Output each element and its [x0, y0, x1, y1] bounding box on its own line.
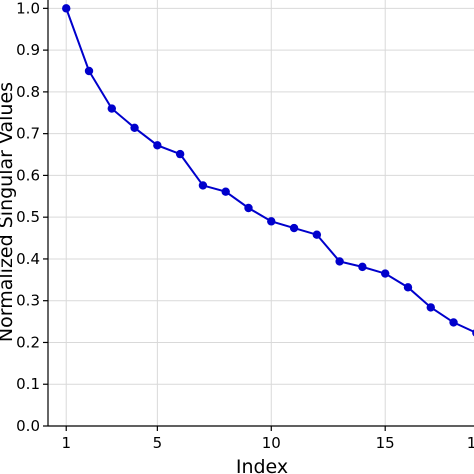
data-point: [267, 217, 276, 226]
data-point: [289, 223, 299, 233]
data-point: [426, 303, 435, 312]
data-point: [358, 262, 367, 272]
ticks: 0.00.10.20.30.40.50.60.70.80.91.01 5 10 15 1…: [16, 0, 474, 452]
data-point: [107, 104, 116, 113]
y-tick-label: 0.1: [16, 375, 40, 393]
series: [62, 4, 474, 337]
data-point: [312, 230, 322, 239]
data-point: [335, 257, 344, 266]
y-tick-label: 0.0: [16, 417, 40, 435]
x-tick-label: 19: [467, 434, 474, 452]
data-point: [380, 269, 390, 278]
data-point: [84, 66, 94, 76]
data-point: [198, 181, 208, 190]
y-tick-label: 0.3: [16, 292, 40, 310]
series-line: [65, 8, 474, 333]
axes: [47, 0, 474, 427]
data-point: [244, 203, 253, 213]
y-tick-label: 0.8: [16, 83, 40, 101]
y-tick-label: 0.9: [16, 41, 40, 59]
data-point: [62, 4, 71, 13]
y-tick-label: 0.6: [16, 166, 40, 184]
y-tick-label: 1.0: [16, 0, 40, 17]
x-tick-label: 5: [153, 434, 163, 452]
y-axis-label: Normalized Singular Values: [0, 82, 17, 342]
y-tick-label: 0.4: [16, 250, 40, 268]
x-axis-label: Index: [236, 456, 288, 474]
x-tick-label: 10: [262, 434, 281, 452]
data-point: [153, 141, 162, 150]
data-point: [449, 318, 458, 327]
x-tick-label: 1: [61, 434, 71, 452]
y-tick-label: 0.5: [16, 208, 40, 226]
grid: [48, 0, 474, 427]
y-tick-label: 0.2: [16, 333, 40, 351]
data-point: [130, 123, 139, 132]
data-point: [403, 283, 413, 292]
x-tick-label: 15: [376, 434, 395, 452]
data-point: [175, 149, 185, 159]
data-point: [221, 187, 230, 196]
y-tick-label: 0.7: [16, 125, 40, 143]
